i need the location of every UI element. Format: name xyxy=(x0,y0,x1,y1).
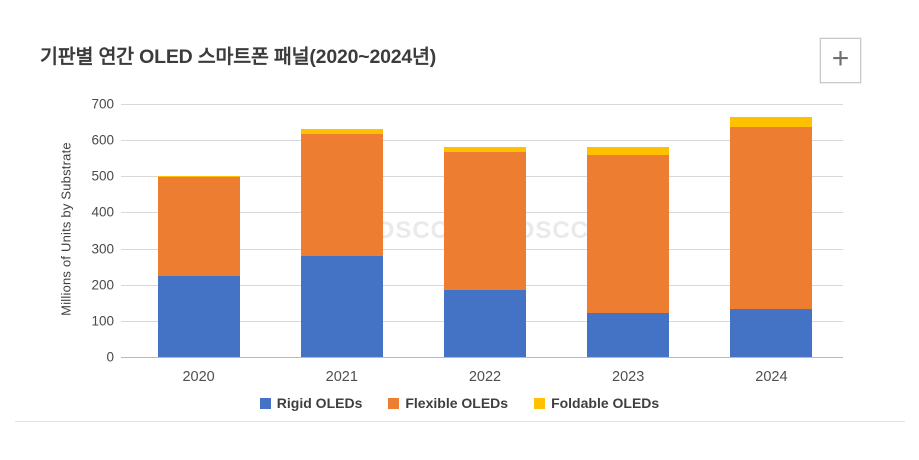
legend-label: Rigid OLEDs xyxy=(276,395,363,411)
gridline xyxy=(121,104,843,105)
legend-label: Flexible OLEDs xyxy=(405,395,509,411)
dscc-watermark: DSCC xyxy=(516,217,590,244)
legend-item-flexible-oleds: Flexible OLEDs xyxy=(388,395,508,411)
bar-2021-rigid-oleds xyxy=(300,255,383,357)
legend-swatch-icon xyxy=(534,397,546,409)
bar-2024-foldable-oleds xyxy=(730,116,813,128)
x-axis-tick-2021: 2021 xyxy=(325,369,358,385)
y-axis-tick: 500 xyxy=(91,168,114,184)
y-axis-tick: 200 xyxy=(91,277,114,293)
legend-label: Foldable OLEDs xyxy=(551,395,660,411)
y-axis-tick: 600 xyxy=(91,132,114,148)
bar-2023-foldable-oleds xyxy=(587,147,670,155)
x-axis-line xyxy=(121,357,843,358)
legend-swatch-icon xyxy=(259,397,271,409)
zoom-in-button[interactable]: + xyxy=(820,38,861,83)
x-axis-tick-2023: 2023 xyxy=(612,369,645,385)
bar-2020-flexible-oleds xyxy=(157,176,240,276)
bar-2023-flexible-oleds xyxy=(587,154,670,313)
y-axis-tick: 400 xyxy=(91,204,114,220)
bar-2021-flexible-oleds xyxy=(300,133,383,256)
chart-title: 기판별 연간 OLED 스마트폰 패널(2020~2024년) xyxy=(40,46,437,68)
y-axis-tick: 0 xyxy=(106,349,114,365)
bar-2022-rigid-oleds xyxy=(444,290,526,357)
y-axis-tick: 700 xyxy=(91,96,114,112)
dscc-watermark: DSCC xyxy=(376,217,450,244)
x-axis-tick-2022: 2022 xyxy=(468,369,502,385)
gridline xyxy=(121,140,843,142)
plus-icon: + xyxy=(831,42,850,75)
bar-2020-foldable-oleds xyxy=(157,175,240,177)
bar-2024-rigid-oleds xyxy=(730,308,813,357)
chart-legend: Rigid OLEDs Flexible OLEDs Foldable OLEDs xyxy=(0,395,919,411)
bar-2022-flexible-oleds xyxy=(444,152,526,291)
bar-2021-foldable-oleds xyxy=(300,128,383,134)
bar-2024-flexible-oleds xyxy=(730,127,813,309)
legend-swatch-icon xyxy=(388,397,400,409)
bar-2020-rigid-oleds xyxy=(157,275,240,357)
y-axis-tick: 100 xyxy=(91,313,114,329)
legend-item-rigid-oleds: Rigid OLEDs xyxy=(259,395,363,411)
bar-2023-rigid-oleds xyxy=(587,312,670,357)
x-axis-tick-2024: 2024 xyxy=(755,369,788,385)
bar-2022-foldable-oleds xyxy=(444,146,526,153)
x-axis-tick-2020: 2020 xyxy=(182,369,215,385)
y-axis-tick: 300 xyxy=(91,241,114,257)
bottom-divider xyxy=(15,421,905,422)
legend-item-foldable-oleds: Foldable OLEDs xyxy=(534,395,659,411)
